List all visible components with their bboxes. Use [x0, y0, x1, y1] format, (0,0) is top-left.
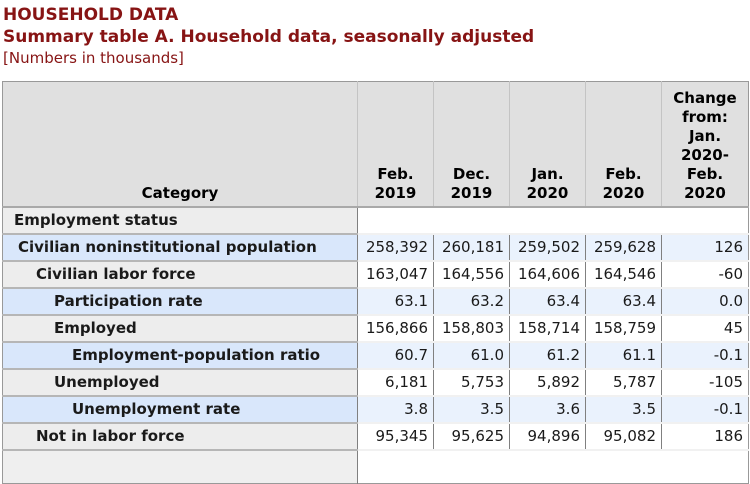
category-cell: Not in labor force [2, 422, 358, 451]
value-cell: 63.4 [509, 287, 586, 316]
category-cell: Employed [2, 314, 358, 343]
table-row: Unemployment rate 3.8 3.5 3.6 3.5 -0.1 [2, 395, 749, 424]
category-cell: Participation rate [2, 287, 358, 316]
category-cell [2, 449, 358, 484]
change-cell: -60 [661, 260, 749, 289]
value-cell: 258,392 [357, 233, 434, 262]
change-cell: -105 [661, 368, 749, 397]
value-cell: 3.8 [357, 395, 434, 424]
table-row: Employed 156,866 158,803 158,714 158,759… [2, 314, 749, 343]
empty-cell [357, 206, 749, 235]
value-cell: 63.2 [433, 287, 510, 316]
table-row: Unemployed 6,181 5,753 5,892 5,787 -105 [2, 368, 749, 397]
section-label: Employment status [2, 206, 358, 235]
change-cell: 186 [661, 422, 749, 451]
change-cell: 0.0 [661, 287, 749, 316]
value-cell: 63.1 [357, 287, 434, 316]
empty-cell [357, 449, 749, 484]
value-cell: 260,181 [433, 233, 510, 262]
value-cell: 164,606 [509, 260, 586, 289]
change-cell: -0.1 [661, 341, 749, 370]
value-cell: 95,625 [433, 422, 510, 451]
column-header-feb-2020: Feb. 2020 [585, 81, 662, 208]
value-cell: 3.5 [585, 395, 662, 424]
change-cell: 126 [661, 233, 749, 262]
value-cell: 95,082 [585, 422, 662, 451]
table-row: Civilian noninstitutional population 258… [2, 233, 749, 262]
section-row-employment-status: Employment status [2, 206, 749, 235]
table-row: Not in labor force 95,345 95,625 94,896 … [2, 422, 749, 451]
category-cell: Civilian labor force [2, 260, 358, 289]
value-cell: 5,753 [433, 368, 510, 397]
value-cell: 158,759 [585, 314, 662, 343]
units-note: [Numbers in thousands] [3, 49, 184, 67]
value-cell: 61.0 [433, 341, 510, 370]
value-cell: 158,803 [433, 314, 510, 343]
category-cell: Employment-population ratio [2, 341, 358, 370]
change-cell: 45 [661, 314, 749, 343]
column-header-category: Category [2, 81, 358, 208]
category-cell: Unemployment rate [2, 395, 358, 424]
category-cell: Civilian noninstitutional population [2, 233, 358, 262]
partial-bottom-row [2, 449, 749, 484]
value-cell: 61.2 [509, 341, 586, 370]
page-subtitle: Summary table A. Household data, seasona… [3, 27, 535, 47]
page-header: HOUSEHOLD DATA Summary table A. Househol… [0, 0, 750, 67]
value-cell: 259,628 [585, 233, 662, 262]
value-cell: 158,714 [509, 314, 586, 343]
value-cell: 3.5 [433, 395, 510, 424]
value-cell: 3.6 [509, 395, 586, 424]
value-cell: 156,866 [357, 314, 434, 343]
column-header-dec-2019: Dec. 2019 [433, 81, 510, 208]
value-cell: 61.1 [585, 341, 662, 370]
value-cell: 94,896 [509, 422, 586, 451]
category-cell: Unemployed [2, 368, 358, 397]
value-cell: 60.7 [357, 341, 434, 370]
value-cell: 63.4 [585, 287, 662, 316]
column-header-feb-2019: Feb. 2019 [357, 81, 434, 208]
change-cell: -0.1 [661, 395, 749, 424]
value-cell: 164,546 [585, 260, 662, 289]
column-header-change: Change from: Jan. 2020- Feb. 2020 [661, 81, 749, 208]
value-cell: 5,787 [585, 368, 662, 397]
value-cell: 164,556 [433, 260, 510, 289]
value-cell: 259,502 [509, 233, 586, 262]
table-header-row: Category Feb. 2019 Dec. 2019 Jan. 2020 F… [2, 81, 749, 208]
table-row: Civilian labor force 163,047 164,556 164… [2, 260, 749, 289]
household-data-table: Category Feb. 2019 Dec. 2019 Jan. 2020 F… [2, 81, 749, 484]
page-title: HOUSEHOLD DATA [3, 5, 179, 25]
table-row: Employment-population ratio 60.7 61.0 61… [2, 341, 749, 370]
table-row: Participation rate 63.1 63.2 63.4 63.4 0… [2, 287, 749, 316]
column-header-jan-2020: Jan. 2020 [509, 81, 586, 208]
value-cell: 6,181 [357, 368, 434, 397]
value-cell: 95,345 [357, 422, 434, 451]
value-cell: 5,892 [509, 368, 586, 397]
value-cell: 163,047 [357, 260, 434, 289]
